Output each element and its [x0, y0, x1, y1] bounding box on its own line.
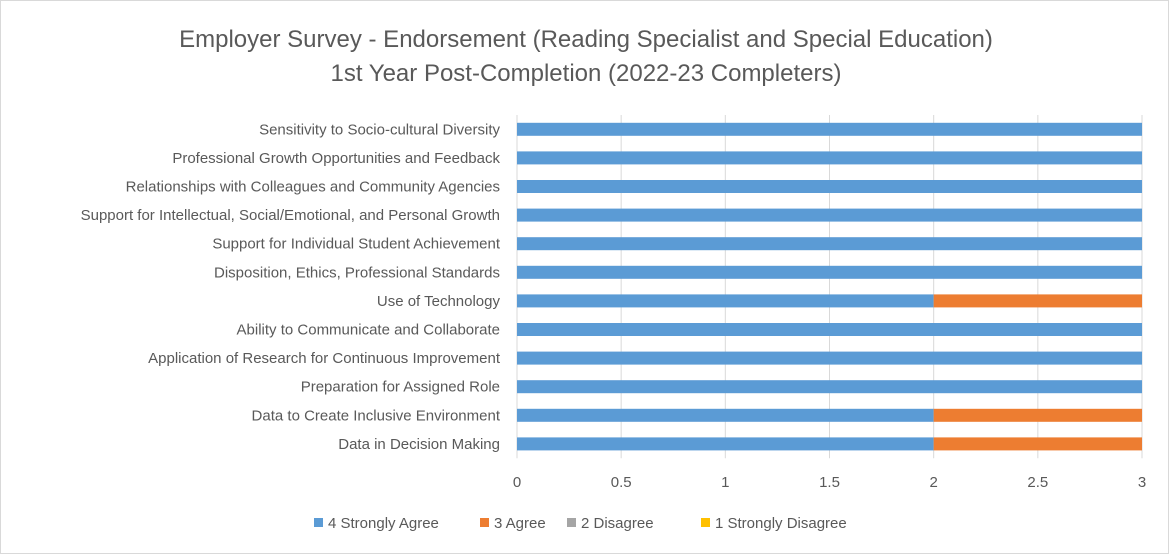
category-label: Support for Intellectual, Social/Emotion…: [81, 207, 500, 224]
x-tick-label: 3: [1138, 474, 1146, 491]
category-label: Support for Individual Student Achieveme…: [212, 236, 501, 253]
chart-subtitle: 1st Year Post-Completion (2022-23 Comple…: [331, 60, 842, 87]
bar-4-strongly-agree: [517, 180, 1142, 193]
x-tick-label: 1: [721, 474, 729, 491]
bar-4-strongly-agree: [517, 294, 934, 308]
legend-label: 4 Strongly Agree: [328, 515, 439, 532]
category-label: Relationships with Colleagues and Commun…: [126, 179, 500, 196]
category-label: Application of Research for Continuous I…: [148, 350, 501, 367]
bar-4-strongly-agree: [517, 151, 1142, 165]
legend-swatch: [480, 518, 489, 527]
bar-4-strongly-agree: [517, 265, 1142, 279]
x-tick-label: 0.5: [611, 474, 632, 491]
chart-title: Employer Survey - Endorsement (Reading S…: [179, 26, 993, 53]
category-label: Use of Technology: [377, 293, 501, 310]
bar-3-agree: [933, 437, 1142, 451]
bar-4-strongly-agree: [517, 437, 934, 451]
legend-label: 2 Disagree: [581, 515, 654, 532]
category-label: Professional Growth Opportunities and Fe…: [172, 150, 500, 167]
category-label: Data to Create Inclusive Environment: [252, 407, 501, 424]
legend-swatch: [314, 518, 323, 527]
bar-4-strongly-agree: [517, 122, 1142, 136]
category-label: Ability to Communicate and Collaborate: [237, 322, 500, 339]
bar-4-strongly-agree: [517, 208, 1142, 222]
x-tick-label: 2: [929, 474, 937, 491]
bar-4-strongly-agree: [517, 380, 1142, 394]
bar-4-strongly-agree: [517, 351, 1142, 365]
legend-swatch: [701, 518, 710, 527]
bar-3-agree: [933, 408, 1142, 422]
bar-3-agree: [933, 294, 1142, 308]
category-label: Disposition, Ethics, Professional Standa…: [214, 264, 500, 281]
category-label: Data in Decision Making: [338, 436, 500, 453]
legend-label: 3 Agree: [494, 515, 546, 532]
legend-swatch: [567, 518, 576, 527]
category-label: Sensitivity to Socio-cultural Diversity: [259, 121, 500, 138]
x-tick-label: 0: [513, 474, 521, 491]
bar-4-strongly-agree: [517, 408, 934, 422]
x-tick-label: 1.5: [819, 474, 840, 491]
bar-4-strongly-agree: [517, 237, 1142, 251]
legend-label: 1 Strongly Disagree: [715, 515, 847, 532]
bar-4-strongly-agree: [517, 323, 1142, 336]
category-label: Preparation for Assigned Role: [301, 379, 500, 396]
x-tick-label: 2.5: [1027, 474, 1048, 491]
